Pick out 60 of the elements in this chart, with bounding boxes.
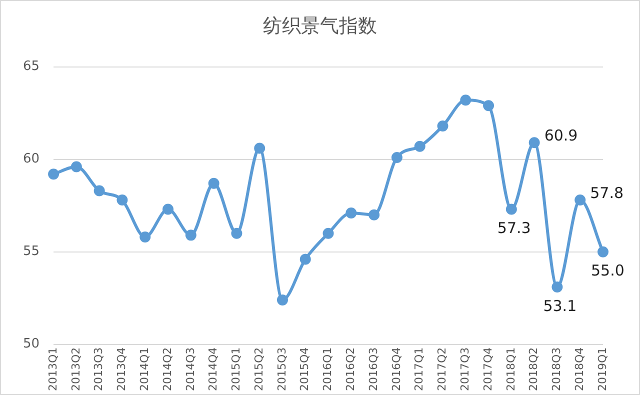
point — [346, 207, 357, 218]
x-tick-label: 2017Q1 — [412, 347, 426, 392]
x-tick-label: 2015Q3 — [275, 347, 288, 392]
chart-title: 纺织景气指数 — [262, 14, 378, 39]
point — [506, 204, 517, 215]
point — [483, 100, 494, 112]
x-tick-label: 2016Q3 — [366, 347, 380, 392]
x-tick-label: 2018Q2 — [527, 347, 540, 392]
data-label: 60.9 — [544, 126, 578, 145]
x-tick-label: 2014Q2 — [160, 347, 174, 392]
x-tick-label: 2015Q4 — [298, 347, 312, 392]
x-tick-label: 2017Q3 — [458, 347, 472, 392]
x-tick-label: 2013Q2 — [69, 347, 82, 392]
point — [574, 194, 586, 206]
point — [208, 178, 220, 189]
point — [48, 168, 60, 180]
data-label: 55.0 — [591, 262, 624, 280]
point — [231, 228, 242, 239]
x-tick-label: 2016Q1 — [321, 347, 334, 392]
point — [414, 140, 426, 152]
point — [140, 232, 151, 243]
point — [368, 209, 380, 220]
y-tick-label: 50 — [22, 336, 40, 352]
point — [391, 152, 402, 163]
x-tick-label: 2018Q4 — [572, 347, 586, 392]
x-tick-label: 2016Q2 — [344, 347, 358, 392]
x-tick-label: 2013Q1 — [46, 347, 60, 392]
data-label: 53.1 — [543, 296, 577, 315]
point — [460, 94, 472, 106]
point — [254, 142, 266, 154]
x-tick-label: 2015Q2 — [252, 347, 266, 392]
data-label: 57.3 — [497, 219, 531, 238]
x-tick-label: 2014Q1 — [138, 347, 151, 392]
x-tick-label: 2013Q3 — [92, 347, 106, 392]
y-tick-label: 60 — [22, 152, 40, 167]
point — [300, 254, 311, 265]
x-tick-label: 2015Q1 — [230, 347, 243, 392]
point — [162, 204, 174, 215]
point — [116, 194, 128, 206]
x-tick-label: 2018Q3 — [550, 347, 564, 392]
point — [437, 120, 448, 132]
y-tick-label: 65 — [22, 59, 40, 74]
x-tick-label: 2016Q4 — [390, 347, 403, 392]
point — [598, 246, 608, 258]
point — [552, 281, 563, 292]
point — [70, 161, 82, 172]
point — [276, 294, 288, 306]
x-tick-label: 2017Q2 — [436, 347, 449, 392]
y-tick-label: 55 — [22, 244, 40, 260]
point — [94, 185, 105, 196]
x-tick-label: 2014Q4 — [206, 347, 220, 392]
point — [322, 228, 334, 239]
x-tick-label: 2019Q1 — [596, 347, 609, 392]
x-tick-label: 2013Q4 — [115, 347, 128, 392]
point — [185, 230, 196, 241]
x-tick-label: 2014Q3 — [184, 347, 197, 392]
point — [528, 137, 540, 148]
x-tick-label: 2018Q1 — [504, 347, 518, 392]
data-label: 57.8 — [590, 184, 624, 202]
x-tick-label: 2017Q4 — [481, 347, 494, 392]
